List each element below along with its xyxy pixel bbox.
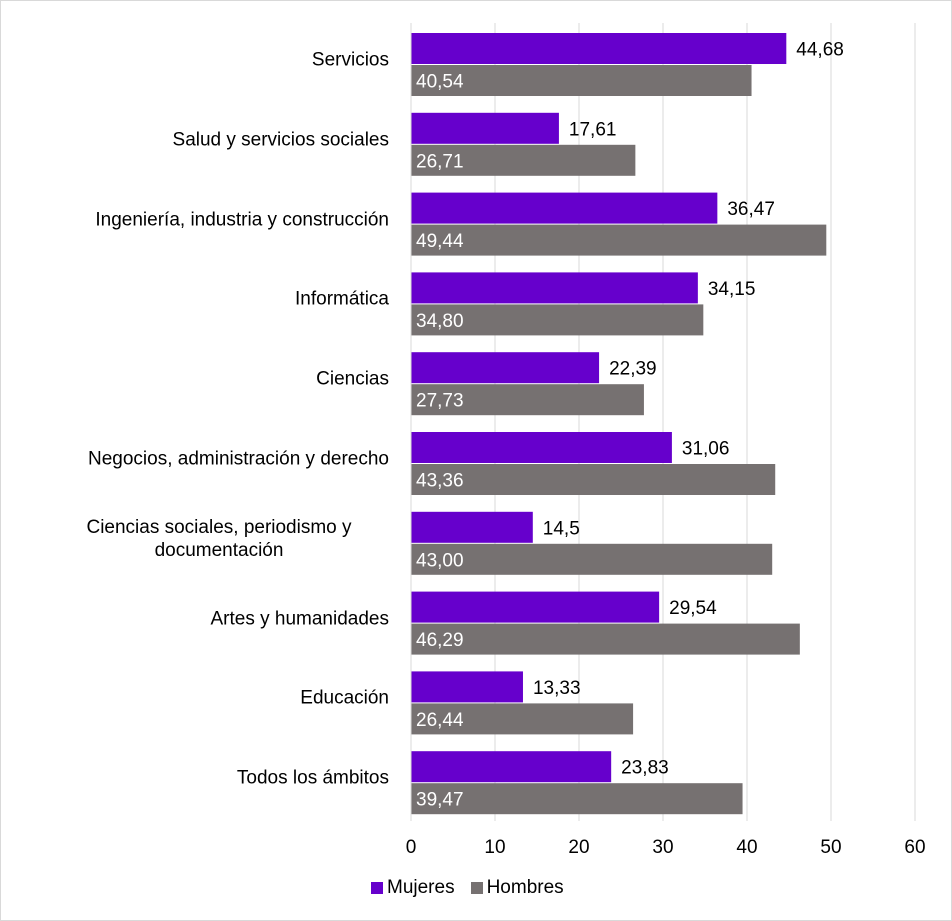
bar-mujeres <box>411 671 523 703</box>
data-label-mujeres: 36,47 <box>727 199 775 220</box>
category-label: Servicios <box>311 49 389 71</box>
data-label-hombres: 26,44 <box>416 710 464 731</box>
x-tick-label: 30 <box>652 837 673 858</box>
data-label-mujeres: 22,39 <box>609 359 657 380</box>
bar-mujeres <box>411 192 718 224</box>
bar-hombres <box>411 65 752 96</box>
data-label-mujeres: 17,61 <box>569 119 617 140</box>
bar-hombres <box>411 703 634 735</box>
bar-mujeres <box>411 511 533 543</box>
data-label-mujeres: 31,06 <box>682 439 730 460</box>
data-label-mujeres: 34,15 <box>708 279 756 300</box>
legend-label-mujeres: Mujeres <box>387 877 455 898</box>
data-label-mujeres: 13,33 <box>533 678 581 699</box>
data-label-hombres: 39,47 <box>416 790 464 811</box>
category-label: Salud y servicios sociales <box>172 129 389 151</box>
data-label-hombres: 43,00 <box>416 550 464 571</box>
category-label: Negocios, administración y derecho <box>88 448 389 470</box>
legend-item-hombres: Hombres <box>470 877 564 899</box>
data-label-hombres: 26,71 <box>416 151 464 172</box>
data-label-hombres: 43,36 <box>416 471 464 492</box>
bar-mujeres <box>411 272 698 304</box>
x-tick-label: 0 <box>406 837 417 858</box>
bar-hombres <box>411 623 800 655</box>
data-label-hombres: 49,44 <box>416 231 464 252</box>
x-tick-label: 40 <box>736 837 757 858</box>
x-tick-label: 10 <box>484 837 505 858</box>
data-label-mujeres: 14,5 <box>543 518 580 539</box>
bar-mujeres <box>411 591 660 623</box>
legend-item-mujeres: Mujeres <box>371 877 455 899</box>
bar-hombres <box>411 464 776 495</box>
legend: Mujeres Hombres <box>371 877 564 899</box>
legend-swatch-mujeres <box>371 882 383 894</box>
category-label: Educación <box>300 687 389 709</box>
data-label-hombres: 34,80 <box>416 311 464 332</box>
data-label-hombres: 27,73 <box>416 391 464 412</box>
bar-mujeres <box>411 352 600 384</box>
bar-hombres <box>411 144 636 176</box>
bar-hombres <box>411 304 704 336</box>
category-label: Ciencias sociales, periodismo y document… <box>86 516 352 561</box>
legend-swatch-hombres <box>470 882 483 894</box>
bar-hombres <box>411 543 773 575</box>
data-label-mujeres: 44,68 <box>796 40 844 61</box>
bar-hombres <box>411 783 743 815</box>
x-tick-label: 60 <box>904 837 925 858</box>
bar-mujeres <box>411 432 672 463</box>
bar-mujeres <box>411 751 612 783</box>
category-label: Ciencias <box>316 368 389 390</box>
category-label: Informática <box>295 288 389 310</box>
category-label: Todos los ámbitos <box>236 767 389 789</box>
category-label: Ingeniería, industria y construcción <box>95 209 389 230</box>
category-label: Artes y humanidades <box>210 608 390 629</box>
x-tick-label: 20 <box>568 837 589 858</box>
data-label-hombres: 40,54 <box>416 72 464 93</box>
bar-mujeres <box>411 33 787 64</box>
bar-hombres <box>411 384 644 416</box>
legend-label-hombres: Hombres <box>486 877 564 898</box>
x-tick-label: 50 <box>820 837 841 858</box>
data-label-mujeres: 29,54 <box>669 598 717 619</box>
data-label-hombres: 46,29 <box>416 630 464 651</box>
data-label-mujeres: 23,83 <box>621 758 669 779</box>
bar-mujeres <box>411 112 559 144</box>
bar-hombres <box>411 224 827 256</box>
